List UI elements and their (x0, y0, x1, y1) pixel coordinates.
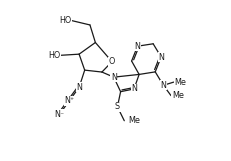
Text: N⁺: N⁺ (64, 96, 74, 105)
Text: N: N (161, 81, 166, 90)
Text: N: N (131, 85, 137, 93)
Text: O: O (109, 57, 115, 66)
Text: N⁻: N⁻ (54, 110, 64, 119)
Text: N: N (111, 73, 117, 82)
Text: N: N (76, 83, 82, 92)
Text: HO: HO (60, 16, 72, 25)
Text: N: N (135, 42, 140, 51)
Text: Me: Me (128, 116, 140, 125)
Text: Me: Me (172, 91, 184, 100)
Text: HO: HO (49, 51, 61, 60)
Text: Me: Me (175, 78, 186, 87)
Text: N: N (158, 52, 164, 62)
Text: S: S (115, 102, 120, 111)
